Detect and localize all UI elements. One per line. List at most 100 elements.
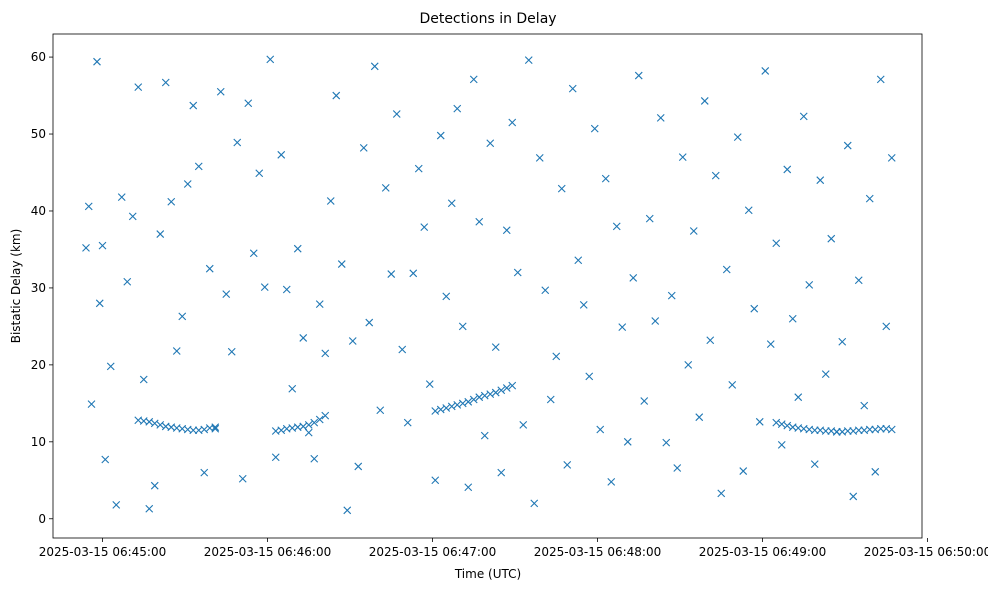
y-tick-label: 0 [38,512,46,526]
data-point [849,492,858,501]
data-point [453,400,462,409]
data-point [376,406,385,415]
y-tick-label: 40 [31,204,46,218]
data-point [123,277,132,286]
x-axis-ticks: 2025-03-15 06:45:00 2025-03-15 06:46:00 20… [39,538,988,559]
data-point [128,212,137,221]
data-point [766,340,775,348]
data-point [502,226,511,235]
data-point [453,104,462,113]
data-point [442,292,451,301]
data-point [656,113,665,122]
data-point [310,454,319,463]
data-point [189,426,198,435]
y-tick-label: 60 [31,50,46,64]
data-point [475,217,484,226]
data-point [194,162,203,171]
data-point [612,222,621,231]
data-point [222,290,231,298]
data-point [865,194,874,203]
data-point [838,337,847,346]
x-tick-label: 2025-03-15 06:47:00 [369,545,496,559]
data-point [651,317,660,325]
data-point [464,483,473,492]
data-point [266,55,275,64]
data-point [381,184,390,192]
data-point [255,169,264,178]
data-point [854,276,863,285]
data-point [354,462,363,471]
data-point [623,437,632,446]
data-point [486,390,495,398]
data-point [645,214,654,223]
data-point [684,360,693,369]
data-point [403,418,412,427]
data-point [387,270,396,278]
data-point [541,286,550,295]
data-point [585,372,594,381]
data-point [475,393,484,402]
data-point [167,197,176,206]
data-point [431,407,440,415]
data-point [321,349,330,358]
data-point [750,304,759,313]
data-point [288,384,297,393]
data-point [634,71,643,80]
data-point [810,426,819,435]
data-point [629,274,638,282]
data-point [876,424,885,433]
data-point [673,464,682,472]
data-point [689,227,698,235]
x-axis-label: Time (UTC) [454,567,521,581]
data-point [530,499,539,508]
data-point [552,352,561,361]
data-point [178,312,187,321]
data-point [816,176,825,185]
data-point [772,239,781,248]
data-point [98,241,107,250]
data-point [717,489,726,498]
data-point [497,386,506,395]
data-point [205,264,214,273]
data-point [667,291,676,300]
data-point [640,397,649,405]
data-point [332,91,341,100]
data-point [744,206,753,215]
data-point [145,504,154,513]
data-point [112,501,121,509]
data-point [420,223,429,232]
data-point [370,62,379,71]
data-point [761,67,770,75]
data-point [524,56,533,65]
data-point [711,171,720,180]
data-point [277,426,286,435]
data-point [887,153,896,162]
data-point [156,230,165,238]
data-point [442,404,451,412]
data-point [392,110,401,118]
data-point [464,397,473,406]
data-point [315,415,324,424]
data-point [93,57,101,66]
data-point [546,395,555,404]
y-axis-ticks: 0 10 20 30 40 50 60 [31,50,53,526]
data-point [783,421,792,430]
data-point [238,474,247,483]
data-point [772,418,781,427]
data-point [84,202,93,211]
x-tick-label: 2025-03-15 06:45:00 [39,545,166,559]
data-point [821,427,830,435]
data-point [183,180,192,188]
data-point [106,362,115,371]
data-point [458,322,467,331]
data-point [458,399,467,408]
data-point [794,393,803,402]
data-point [134,83,143,91]
data-point [189,101,198,110]
data-point [843,141,852,150]
data-point [431,476,440,485]
data-point [310,418,319,427]
data-point [101,455,110,464]
data-point [82,244,90,252]
